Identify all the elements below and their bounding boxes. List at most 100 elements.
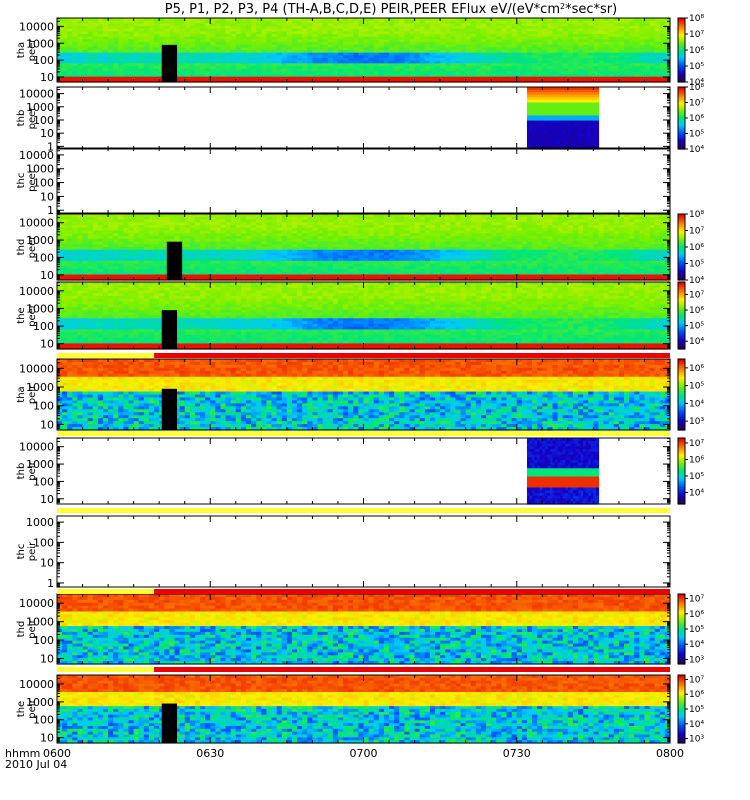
- spectrogram-cell: [220, 50, 227, 54]
- spectrogram-cell: [154, 66, 160, 70]
- spectrogram-cell: [194, 36, 201, 40]
- spectrogram-cell: [358, 58, 365, 62]
- spectrogram-cell: [322, 42, 329, 46]
- spectrogram-cell: [297, 42, 303, 46]
- spectrogram-cell: [261, 63, 268, 67]
- spectrogram-cell: [67, 60, 73, 64]
- spectrogram-cell: [363, 42, 370, 46]
- spectrogram-cell: [164, 42, 170, 46]
- spectrogram-cell: [118, 66, 125, 70]
- spectrogram-cell: [271, 60, 278, 64]
- spectrogram-cell: [200, 63, 206, 67]
- spectrogram-cell: [97, 44, 104, 48]
- y-tick-label: 1: [47, 204, 54, 217]
- spectrogram-cell: [246, 66, 252, 70]
- spectrogram-cell: [62, 34, 68, 38]
- spectrogram-cell: [138, 58, 145, 62]
- spectrogram-cell: [271, 20, 278, 24]
- spectrogram-cell: [368, 31, 375, 35]
- spectrogram-cell: [87, 74, 94, 78]
- spectrogram-cell: [200, 50, 206, 54]
- spectrogram-cell: [251, 74, 257, 78]
- spectrogram-cell: [368, 52, 375, 56]
- spectrogram-cell: [200, 34, 206, 38]
- spectrogram-cell: [343, 60, 349, 64]
- spectrogram-cell: [77, 68, 84, 72]
- spectrogram-cell: [143, 60, 150, 64]
- spectrogram-cell: [281, 23, 288, 27]
- spectrogram-cell: [368, 42, 375, 46]
- spectrogram-cell: [67, 55, 73, 59]
- spectrogram-cell: [276, 58, 283, 62]
- spectrogram-cell: [97, 74, 104, 78]
- spectrogram-cell: [235, 36, 242, 40]
- spectrogram-cell: [246, 31, 252, 35]
- spectrogram-cell: [118, 63, 125, 67]
- spectrogram-cell: [123, 79, 130, 83]
- spectrogram-cell: [266, 50, 273, 54]
- spectrogram-cell: [332, 52, 339, 56]
- spectrogram-cell: [67, 71, 73, 75]
- spectrogram-cell: [363, 47, 370, 51]
- spectrogram-cell: [87, 44, 94, 48]
- spectrogram-cell: [337, 63, 344, 67]
- spectrogram-cell: [317, 47, 324, 51]
- spectrogram-cell: [307, 23, 314, 27]
- spectrogram-cell: [194, 44, 201, 48]
- spectrogram-cell: [118, 68, 125, 72]
- spectrogram-cell: [317, 20, 324, 24]
- spectrogram-cell: [72, 55, 79, 59]
- spectrogram-cell: [276, 23, 283, 27]
- spectrogram-cell: [225, 28, 232, 32]
- spectrogram-cell: [225, 31, 232, 35]
- spectrogram-cell: [297, 31, 303, 35]
- spectrogram-cell: [256, 42, 262, 46]
- spectrogram-cell: [184, 58, 191, 62]
- spectrogram-cell: [179, 44, 186, 48]
- spectrogram-cell: [215, 76, 222, 80]
- spectrogram-cell: [363, 36, 370, 40]
- spectrogram-cell: [174, 23, 181, 27]
- spectrogram-cell: [215, 71, 222, 75]
- figure-title: P5, P1, P2, P3, P4 (TH-A,B,C,D,E) PEIR,P…: [165, 2, 617, 18]
- spectrogram-cell: [72, 34, 79, 38]
- spectrogram-cell: [261, 52, 268, 56]
- spectrogram-cell: [332, 76, 339, 80]
- spectrogram-cell: [225, 34, 232, 38]
- spectrogram-cell: [327, 47, 334, 51]
- spectrogram-cell: [281, 55, 288, 59]
- spectrogram-cell: [118, 55, 125, 59]
- spectrogram-cell: [113, 55, 119, 59]
- colorbar-label: 10⁴: [689, 145, 704, 155]
- spectrogram-cell: [72, 28, 79, 32]
- spectrogram-cell: [133, 52, 140, 56]
- spectrogram-cell: [77, 20, 84, 24]
- spectrogram-cell: [143, 63, 150, 67]
- spectrogram-cell: [67, 36, 73, 40]
- spectrogram-cell: [220, 68, 227, 72]
- spectrogram-cell: [77, 39, 84, 43]
- spectrogram-cell: [210, 63, 216, 67]
- spectrogram-cell: [210, 28, 216, 32]
- spectrogram-cell: [230, 74, 237, 78]
- spectrogram-cell: [118, 39, 125, 43]
- spectrogram-cell: [72, 31, 79, 35]
- spectrogram-cell: [327, 50, 334, 54]
- spectrogram-cell: [194, 60, 201, 64]
- spectrogram-cell: [82, 76, 89, 80]
- spectrogram-cell: [240, 74, 247, 78]
- spectrogram-cell: [67, 63, 73, 67]
- spectrogram-cell: [363, 18, 370, 22]
- spectrogram-cell: [97, 63, 104, 67]
- spectrogram-cell: [327, 76, 334, 80]
- spectrogram-cell: [220, 76, 227, 80]
- spectrogram-cell: [87, 39, 94, 43]
- spectrogram-cell: [291, 58, 298, 62]
- spectrogram-cell: [72, 58, 79, 62]
- spectrogram-cell: [82, 26, 89, 30]
- spectrogram-cell: [62, 60, 68, 64]
- spectrogram-cell: [220, 74, 227, 78]
- spectrogram-cell: [108, 50, 114, 54]
- spectrogram-cell: [72, 36, 79, 40]
